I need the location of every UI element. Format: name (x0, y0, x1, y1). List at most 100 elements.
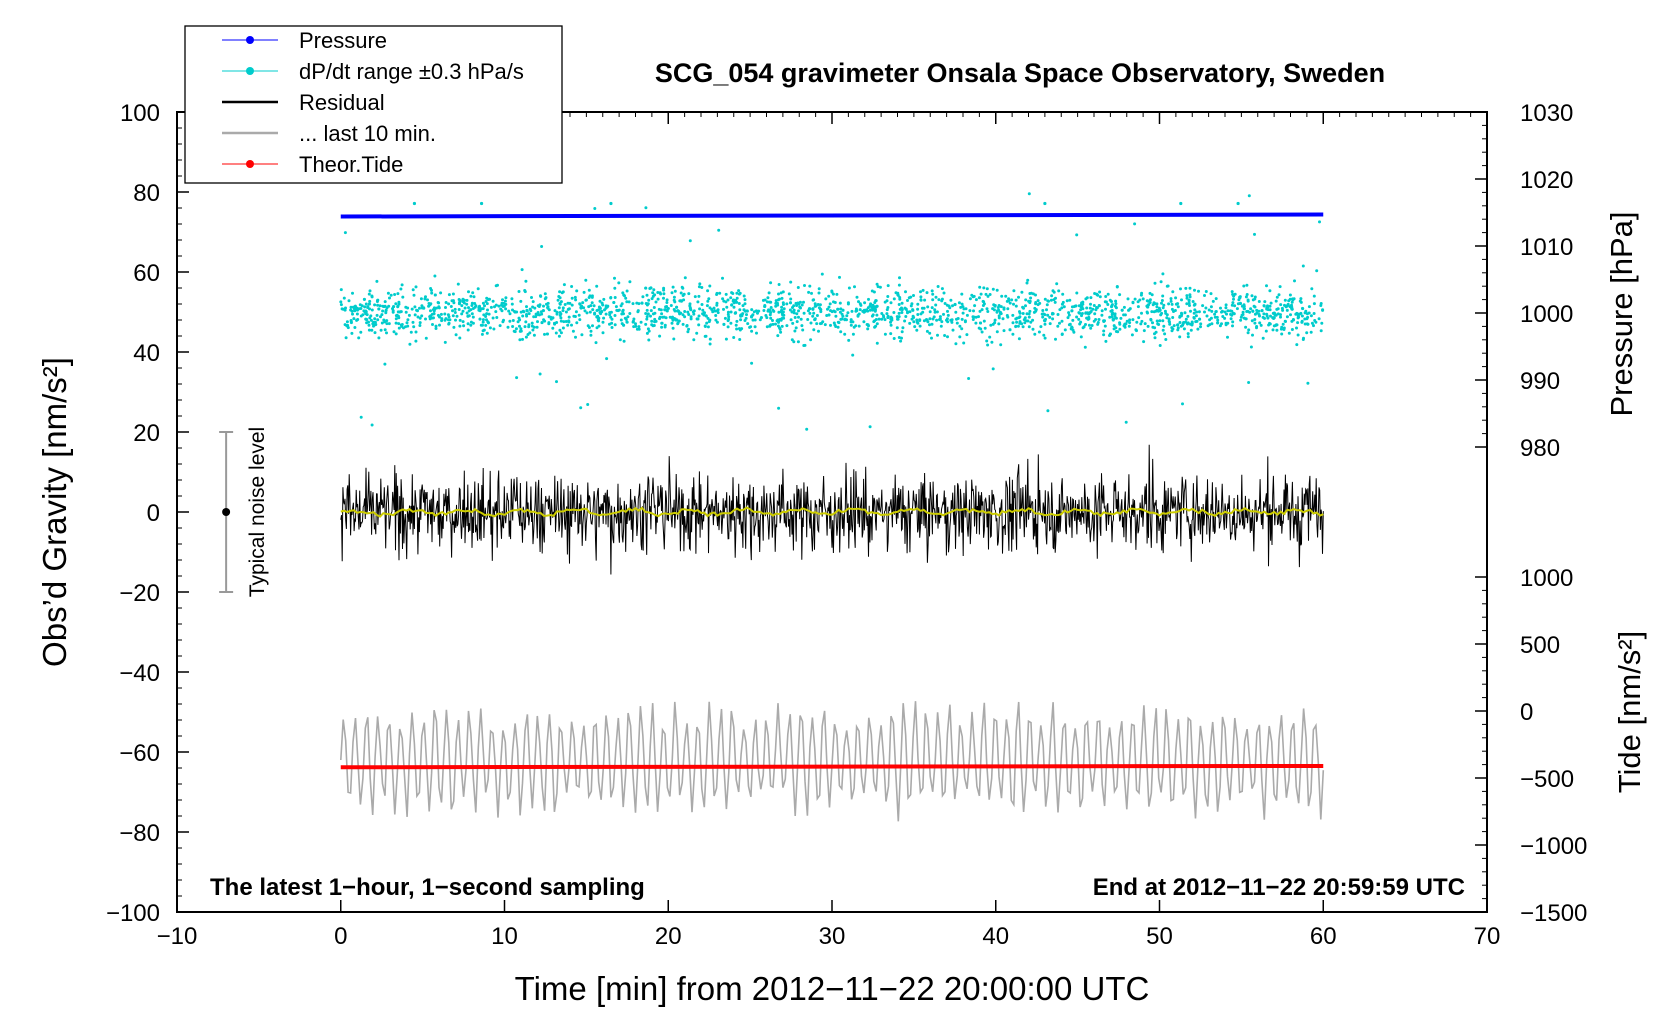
dpdt-point (695, 331, 699, 335)
dpdt-point (628, 312, 632, 315)
dpdt-point (714, 314, 718, 317)
dpdt-point (1054, 337, 1057, 341)
dpdt-point (870, 289, 874, 293)
dpdt-point (696, 300, 700, 304)
y-left-tick-label: −100 (106, 900, 160, 927)
dpdt-point (1197, 289, 1200, 293)
dpdt-point (1034, 308, 1038, 312)
dpdt-point (688, 304, 692, 308)
dpdt-point (563, 303, 567, 306)
dpdt-point (614, 305, 618, 309)
dpdt-point (1176, 328, 1180, 332)
dpdt-point (1080, 305, 1084, 309)
dpdt-point (1104, 295, 1108, 298)
dpdt-point (1158, 344, 1162, 347)
dpdt-point (1176, 305, 1180, 309)
dpdt-point (567, 315, 571, 319)
dpdt-point (1201, 304, 1205, 308)
dpdt-point (990, 340, 994, 344)
dpdt-point (1092, 304, 1096, 307)
dpdt-point (841, 308, 845, 312)
dpdt-point (1281, 322, 1285, 326)
dpdt-point (367, 320, 370, 324)
dpdt-point (827, 294, 831, 298)
dpdt-point (1271, 328, 1275, 332)
dpdt-point (482, 313, 486, 317)
dpdt-point (1269, 314, 1272, 318)
dpdt-point (937, 298, 941, 302)
dpdt-point (852, 325, 856, 329)
dpdt-point (1281, 308, 1285, 312)
dpdt-point (559, 331, 563, 335)
dpdt-point (562, 320, 566, 324)
dpdt-point (823, 323, 827, 327)
dpdt-point (564, 320, 568, 323)
dpdt-point (1184, 317, 1188, 321)
legend-swatch-dot (246, 67, 254, 75)
annotation-left: The latest 1−hour, 1−second sampling (210, 874, 645, 901)
dpdt-point (383, 320, 387, 324)
dpdt-point (1288, 293, 1292, 297)
dpdt-point (1290, 319, 1294, 323)
dpdt-point (1017, 295, 1020, 299)
dpdt-point (729, 310, 733, 314)
dpdt-point (362, 297, 366, 301)
dpdt-point (1083, 345, 1087, 349)
dpdt-point (631, 319, 635, 323)
dpdt-point (1074, 304, 1077, 308)
dpdt-point (447, 302, 451, 306)
dpdt-point (1120, 308, 1124, 312)
dpdt-point (895, 326, 899, 330)
dpdt-point (958, 335, 962, 339)
dpdt-point (394, 321, 398, 325)
dpdt-point (1189, 328, 1193, 332)
dpdt-point (1191, 300, 1195, 303)
dpdt-point (588, 310, 592, 314)
dpdt-point (430, 291, 434, 295)
dpdt-point (1274, 299, 1278, 303)
dpdt-point (1142, 340, 1146, 344)
dpdt-point (769, 311, 773, 314)
dpdt-point (1239, 318, 1243, 322)
dpdt-point (693, 295, 697, 299)
dpdt-point (1128, 321, 1132, 325)
dpdt-point (885, 299, 889, 303)
dpdt-point (776, 324, 780, 328)
dpdt-point (1249, 345, 1253, 349)
dpdt-point (518, 338, 522, 342)
dpdt-point (1300, 314, 1304, 318)
dpdt-point (600, 309, 604, 313)
dpdt-point (1169, 297, 1173, 301)
dpdt-point (350, 309, 354, 313)
dpdt-point (1104, 300, 1108, 304)
dpdt-point (357, 336, 361, 340)
dpdt-point (815, 322, 819, 326)
dpdt-point (795, 312, 799, 316)
dpdt-point (570, 296, 574, 300)
dpdt-point (1139, 293, 1143, 297)
dpdt-point (1223, 310, 1227, 314)
dpdt-point (919, 298, 923, 302)
dpdt-point (1275, 328, 1279, 332)
dpdt-point (836, 307, 840, 311)
dpdt-point (1287, 331, 1291, 335)
dpdt-point (1258, 314, 1261, 318)
dpdt-point (1210, 309, 1214, 313)
dpdt-point (727, 317, 731, 321)
dpdt-point (1077, 311, 1081, 315)
dpdt-point (662, 292, 666, 296)
dpdt-point (1197, 310, 1201, 314)
dpdt-point (404, 325, 407, 329)
dpdt-point (453, 307, 457, 311)
dpdt-point (360, 304, 364, 308)
dpdt-point (1106, 303, 1110, 306)
dpdt-point (953, 303, 957, 307)
dpdt-point (368, 316, 372, 320)
dpdt-point (768, 324, 772, 328)
dpdt-point (1163, 332, 1167, 336)
dpdt-point (1188, 293, 1192, 297)
dpdt-point (943, 302, 947, 305)
dpdt-point (912, 320, 916, 324)
dpdt-point (715, 293, 719, 296)
dpdt-point (649, 286, 653, 290)
